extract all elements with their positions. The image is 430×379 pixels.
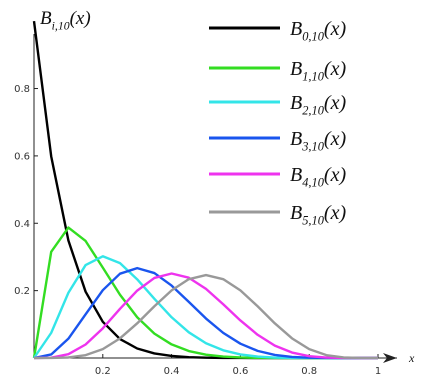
x-tick-label: 0.8 [301, 366, 317, 377]
y-tick-label: 0.6 [14, 151, 30, 162]
x-axis-label-group: x [408, 351, 415, 365]
y-tick-label: 0.8 [14, 84, 30, 95]
legend-label-0: B0,10(x) [290, 18, 346, 44]
x-axis-label: x [408, 351, 415, 365]
x-tick-label: 0.2 [95, 366, 111, 377]
y-tick-label: 0.4 [14, 219, 30, 230]
series-line-4 [33, 272, 378, 360]
y-axis-label: Bi,10(x) [40, 8, 91, 32]
series-line-2 [33, 255, 378, 360]
series-layer [32, 21, 379, 360]
x-tick-label: 0.6 [232, 366, 248, 377]
legend-label-5: B5,10(x) [290, 202, 346, 228]
legend: B0,10(x) B1,10(x) B2,10(x) B3,10(x) B4,10(x)… [209, 18, 346, 228]
x-tick-label: 0.4 [164, 366, 180, 377]
series-line-5 [33, 273, 379, 360]
y-axis-label-text: Bi,10(x) [40, 8, 91, 32]
legend-label-2: B2,10(x) [290, 92, 346, 118]
x-axis-arrow [383, 353, 397, 363]
legend-label-3: B3,10(x) [290, 128, 346, 154]
legend-label-4: B4,10(x) [290, 164, 346, 190]
legend-label-1: B1,10(x) [290, 58, 346, 84]
x-tick-label: 1 [375, 366, 381, 377]
y-tick-label: 0.2 [14, 286, 30, 297]
